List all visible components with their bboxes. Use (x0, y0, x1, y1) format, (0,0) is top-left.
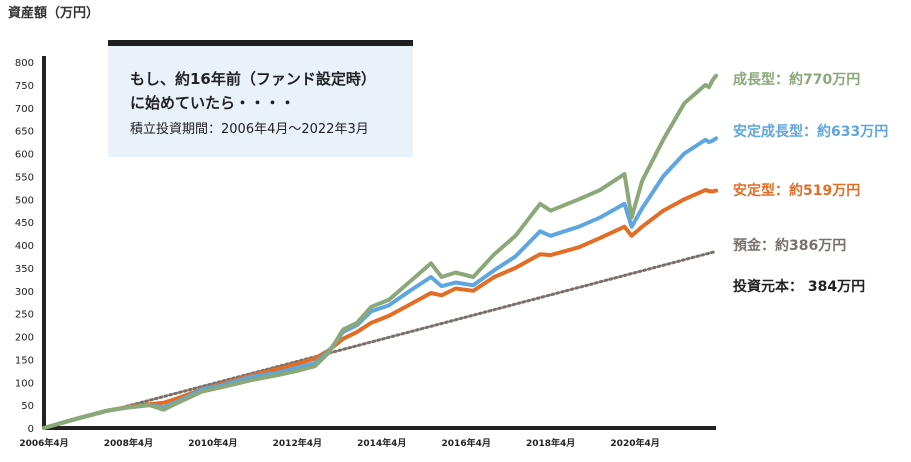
end-label-stable-growth: 安定成長型：約633万円 (733, 124, 889, 140)
callout-box: もし、約16年前（ファンド設定時） に始めていたら・・・・ 積立投資期間：200… (108, 46, 413, 157)
end-label-principal: 投資元本： 384万円 (733, 279, 866, 295)
x-tick-label: 2006年4月 (19, 437, 68, 449)
callout-line3: 積立投資期間：2006年4月〜2022年3月 (130, 122, 369, 137)
y-tick-label: 150 (15, 355, 34, 366)
y-axis-title: 資産額（万円） (8, 6, 100, 21)
x-tick-label: 2008年4月 (104, 437, 153, 449)
x-tick-label: 2010年4月 (188, 437, 237, 449)
callout-top-bar (108, 40, 413, 46)
y-tick-label: 400 (15, 241, 34, 252)
y-tick-label: 450 (15, 218, 34, 229)
x-tick-label: 2016年4月 (442, 437, 491, 449)
y-tick-label: 300 (15, 287, 34, 298)
series-line (42, 249, 718, 430)
callout-line1: もし、約16年前（ファンド設定時） (130, 70, 376, 88)
y-tick-label: 750 (15, 81, 34, 92)
y-tick-label: 600 (15, 150, 34, 161)
series-line (42, 188, 718, 430)
y-tick-label: 0 (28, 424, 34, 435)
end-label-deposit: 預金：約386万円 (733, 238, 847, 254)
y-tick-label: 100 (15, 378, 34, 389)
y-tick-label: 550 (15, 172, 34, 183)
callout-line2: に始めていたら・・・・ (130, 94, 296, 112)
y-tick-label: 250 (15, 310, 34, 321)
x-tick-label: 2018年4月 (526, 437, 575, 449)
y-tick-label: 500 (15, 195, 34, 206)
end-label-growth: 成長型：約770万円 (733, 72, 861, 88)
x-tick-label: 2012年4月 (273, 437, 322, 449)
y-tick-label: 700 (15, 104, 34, 115)
y-tick-label: 650 (15, 127, 34, 138)
x-tick-label: 2020年4月 (610, 437, 659, 449)
x-tick-label: 2014年4月 (357, 437, 406, 449)
y-tick-label: 200 (15, 333, 34, 344)
end-label-stable: 安定型：約519万円 (733, 183, 861, 199)
y-tick-label: 50 (21, 401, 34, 412)
series-line (42, 73, 718, 430)
y-tick-label: 350 (15, 264, 34, 275)
y-tick-label: 800 (15, 58, 34, 69)
